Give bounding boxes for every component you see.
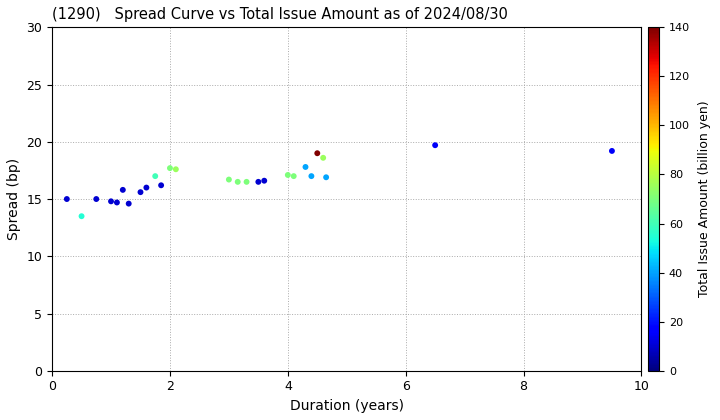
Point	[91, 196, 102, 202]
X-axis label: Duration (years): Duration (years)	[289, 399, 404, 413]
Point	[305, 173, 317, 179]
Point	[61, 196, 73, 202]
Point	[253, 178, 264, 185]
Point	[232, 178, 243, 185]
Y-axis label: Spread (bp): Spread (bp)	[7, 158, 21, 240]
Point	[288, 173, 300, 179]
Point	[606, 147, 618, 154]
Point	[170, 166, 181, 173]
Point	[111, 199, 122, 206]
Point	[240, 178, 252, 185]
Point	[150, 173, 161, 179]
Point	[140, 184, 152, 191]
Point	[117, 186, 129, 193]
Y-axis label: Total Issue Amount (billion yen): Total Issue Amount (billion yen)	[698, 101, 711, 297]
Point	[312, 150, 323, 157]
Point	[320, 174, 332, 181]
Point	[135, 189, 146, 196]
Point	[318, 155, 329, 161]
Text: (1290)   Spread Curve vs Total Issue Amount as of 2024/08/30: (1290) Spread Curve vs Total Issue Amoun…	[52, 7, 508, 22]
Point	[300, 164, 311, 171]
Point	[105, 198, 117, 205]
Point	[76, 213, 87, 220]
Point	[429, 142, 441, 149]
Point	[223, 176, 235, 183]
Point	[123, 200, 135, 207]
Point	[156, 182, 167, 189]
Point	[258, 177, 270, 184]
Point	[164, 165, 176, 171]
Point	[282, 172, 294, 178]
